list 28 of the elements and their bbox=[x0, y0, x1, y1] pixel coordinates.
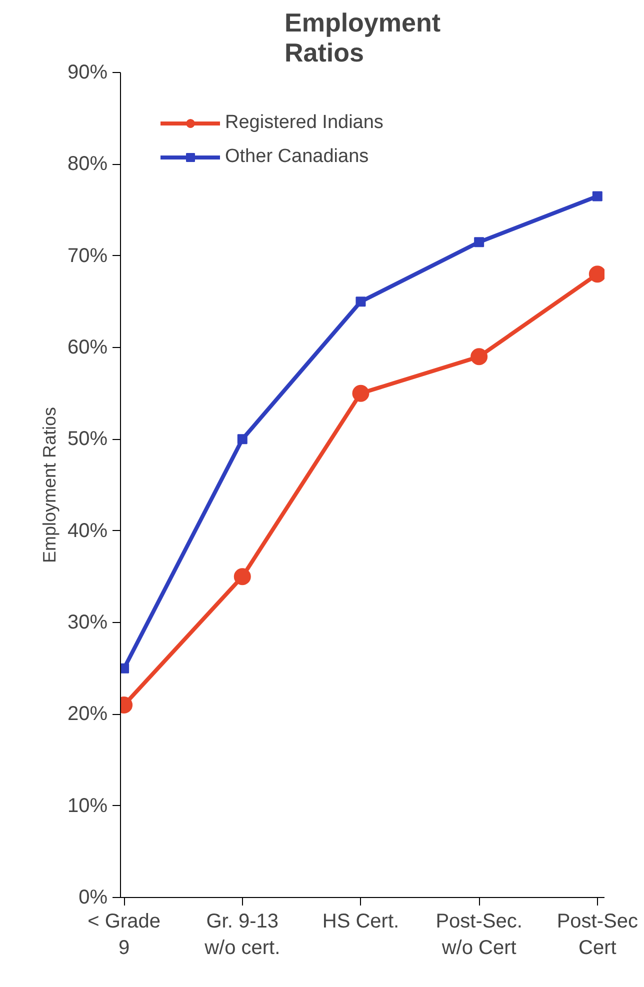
point bbox=[237, 434, 248, 444]
x-tick-label: < Grade 9 bbox=[88, 910, 160, 959]
y-tick-label: 30% bbox=[67, 612, 108, 634]
y-tick-label: 10% bbox=[67, 794, 108, 817]
y-tick-label: 50% bbox=[67, 428, 108, 450]
point bbox=[234, 568, 251, 586]
point bbox=[352, 384, 370, 402]
point bbox=[120, 663, 130, 674]
point bbox=[588, 266, 604, 283]
legend-label: Registered Indians bbox=[225, 112, 384, 134]
y-axis-title: Employment Ratios bbox=[39, 406, 60, 564]
y-tick-label: 80% bbox=[67, 153, 108, 176]
point bbox=[592, 191, 602, 202]
point bbox=[356, 296, 366, 307]
point bbox=[470, 348, 488, 366]
legend-label: Other Canadians bbox=[225, 146, 369, 168]
x-tick-label: Post-Sec. w/o Cert bbox=[436, 910, 522, 959]
y-tick-label: 70% bbox=[67, 244, 108, 267]
y-tick-label: 40% bbox=[67, 520, 108, 542]
x-tick-label: HS Cert. bbox=[322, 910, 400, 932]
y-tick-label: 0% bbox=[78, 886, 108, 908]
y-tick-label: 60% bbox=[67, 336, 108, 358]
x-tick-label: Gr. 9-13 w/o cert. bbox=[204, 910, 280, 959]
point bbox=[474, 237, 484, 248]
x-tick-label: Post-Sec Cert bbox=[556, 910, 638, 959]
y-tick-label: 90% bbox=[67, 62, 108, 84]
chart-title: Employment Ratios bbox=[284, 8, 441, 68]
y-tick-label: 20% bbox=[67, 703, 108, 726]
